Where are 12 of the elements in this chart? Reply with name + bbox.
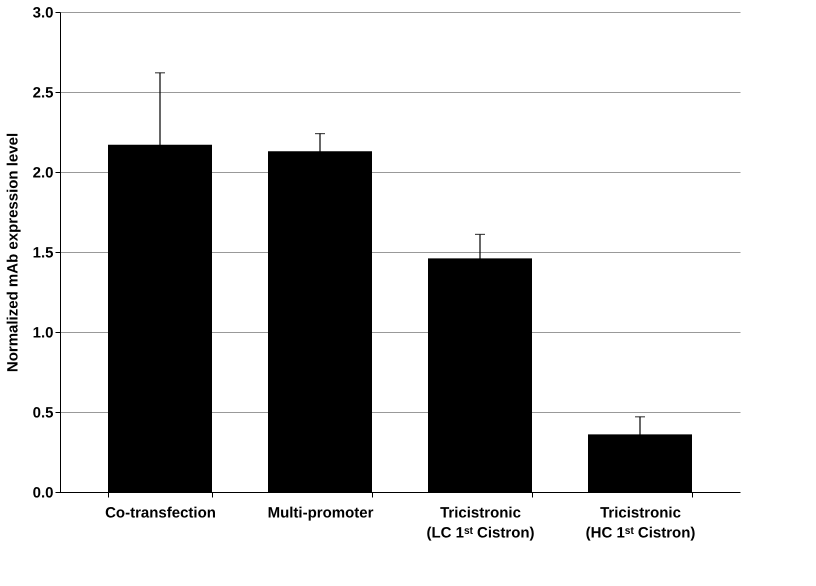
y-tick-label: 0.0 (32, 484, 54, 502)
y-tick-label: 2.5 (32, 84, 54, 102)
y-axis-title: Normalized mAb expression level (4, 132, 22, 372)
x-tick-label: Multi-promoter (268, 504, 374, 522)
x-tick-label: Tricistronic (LC 1ˢᵗ Cistron) (426, 504, 535, 542)
y-tick-label: 3.0 (32, 4, 54, 22)
x-tick-label: Tricistronic (HC 1ˢᵗ Cistron) (586, 504, 696, 542)
y-tick-label: 0.5 (32, 404, 54, 422)
y-tick-label: 2.0 (32, 164, 54, 182)
y-tick-label: 1.5 (32, 244, 54, 262)
y-tick-label: 1.0 (32, 324, 54, 342)
x-tick-label: Co-transfection (105, 504, 216, 522)
